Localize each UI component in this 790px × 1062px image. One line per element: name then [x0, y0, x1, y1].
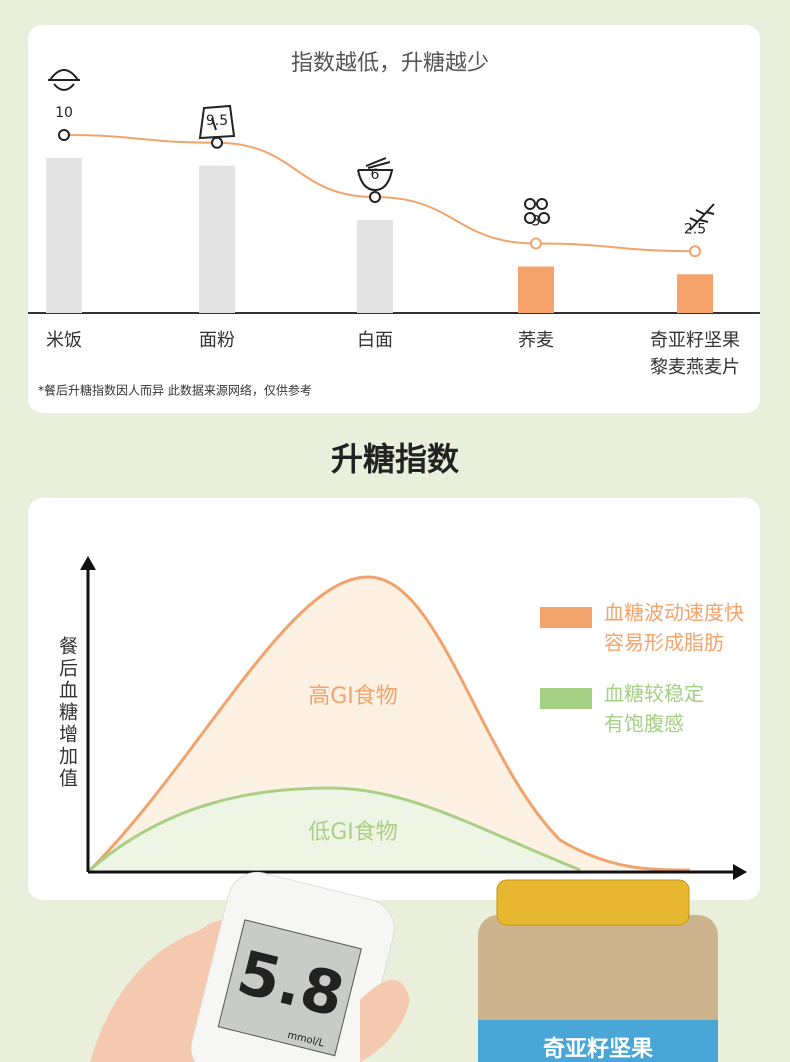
legend-text: 容易形成脂肪 — [604, 631, 724, 655]
category-label: 奇亚籽坚果黎麦燕麦片 — [650, 330, 740, 378]
value-label: 10 — [55, 105, 73, 121]
category-label: 米饭 — [46, 330, 82, 351]
curve-label: 高GI食物 — [308, 684, 398, 709]
value-label: 9.5 — [206, 113, 228, 129]
category-label: 面粉 — [199, 330, 235, 351]
curve-label: 低GI食物 — [308, 820, 398, 845]
curve — [88, 575, 691, 872]
trend-dot — [211, 136, 223, 149]
photo: 5.8 mmol/L 奇亚籽坚果 — [90, 871, 718, 1062]
bar — [518, 266, 554, 313]
category-label: 荞麦 — [518, 330, 554, 351]
jar-label — [478, 1020, 718, 1062]
bar — [677, 274, 713, 313]
thumb — [360, 980, 410, 1062]
bar — [357, 220, 393, 313]
bar — [199, 165, 235, 313]
trend-dot — [58, 129, 70, 141]
chart-title: 指数越低，升糖越少 — [291, 51, 489, 76]
chart-card — [28, 25, 760, 413]
legend-text: 血糖波动速度快 — [604, 601, 744, 625]
trend-dot — [530, 237, 542, 250]
legend-swatch — [540, 607, 592, 628]
bar — [46, 158, 82, 313]
legend-text: 有饱腹感 — [604, 712, 684, 736]
value-label: 3 — [532, 214, 541, 230]
curve — [89, 786, 581, 872]
icons — [48, 69, 715, 231]
trend-dot — [689, 245, 701, 258]
x-arrow — [733, 864, 747, 880]
legend-swatch — [540, 688, 592, 709]
note: *餐后升糖指数因人而异 此数据来源网络，仅供参考 — [38, 383, 312, 398]
meter-screen — [217, 919, 362, 1057]
legend-text: 血糖较稳定 — [604, 682, 704, 706]
trend-dot — [369, 191, 381, 203]
curve-area — [90, 788, 580, 870]
value-label: 6 — [371, 167, 380, 183]
section-title: 升糖指数 — [331, 440, 460, 478]
category-label: 白面 — [357, 330, 393, 351]
y-arrow — [80, 556, 96, 570]
value-label: 2.5 — [684, 221, 706, 237]
y-axis-label: 餐后血糖增加值 — [56, 636, 78, 790]
jar-brand: 奇亚籽坚果 — [543, 1036, 653, 1062]
jar-lid — [496, 879, 690, 926]
